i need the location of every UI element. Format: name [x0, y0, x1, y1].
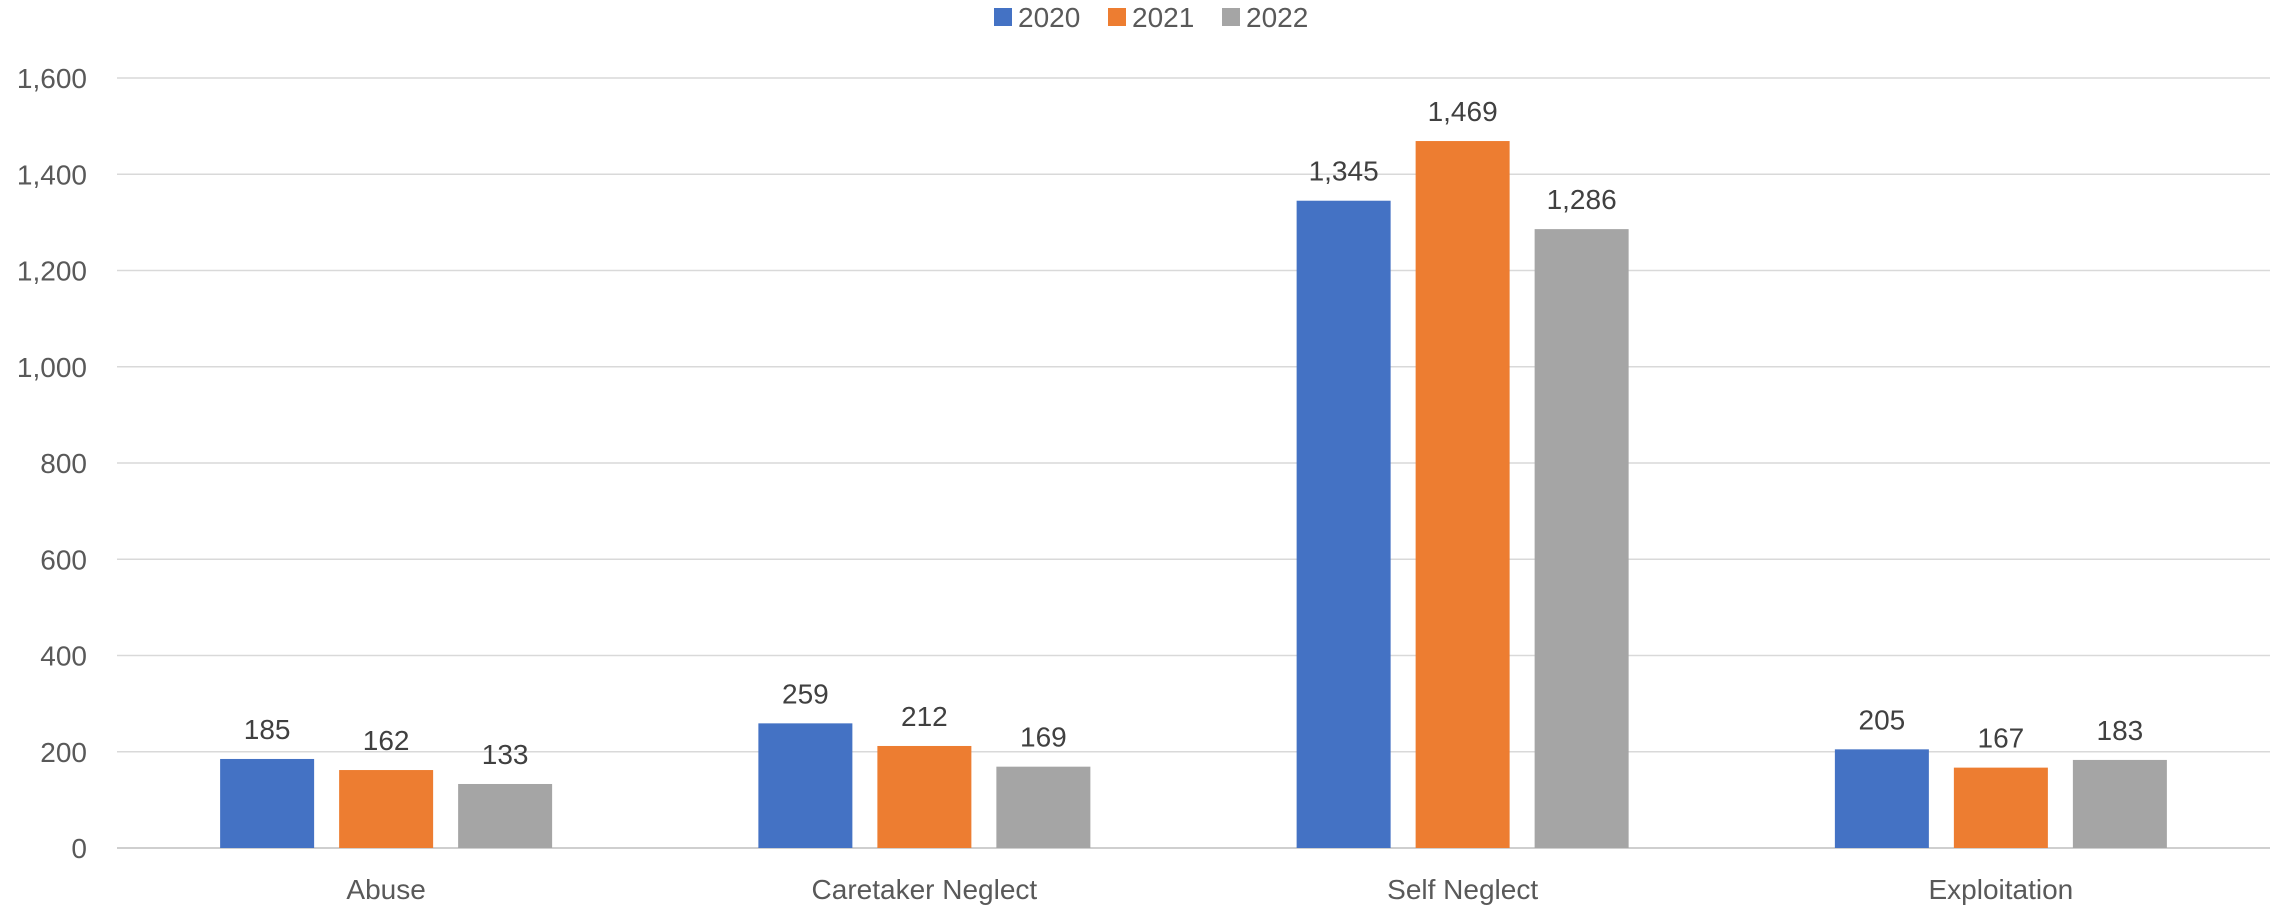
bar-2022-abuse [458, 783, 553, 848]
legend-label: 2022 [1246, 2, 1308, 33]
bar-2022-caretaker-neglect [996, 766, 1091, 848]
y-tick-label: 600 [40, 544, 87, 575]
y-axis-ticks: 0 200 400 600 800 1,000 1,200 1,400 1,600 [17, 63, 87, 864]
y-tick-label: 800 [40, 448, 87, 479]
legend-swatch [1222, 8, 1240, 26]
legend-item-2021: 2021 [1108, 2, 1194, 33]
y-tick-label: 200 [40, 737, 87, 768]
data-label: 183 [2097, 715, 2144, 746]
legend-swatch [994, 8, 1012, 26]
x-tick-label: Abuse [346, 874, 425, 905]
legend-label: 2021 [1132, 2, 1194, 33]
bar-2022-self-neglect [1534, 229, 1629, 849]
bar-2021-abuse [339, 770, 434, 848]
x-axis-labels: Abuse Caretaker Neglect Self Neglect Exploi… [346, 874, 2073, 905]
bar-2021-exploitation [1953, 767, 2048, 848]
y-tick-label: 1,000 [17, 352, 87, 383]
bar-2020-caretaker-neglect [758, 723, 853, 848]
x-tick-label: Exploitation [1928, 874, 2073, 905]
bar-2020-self-neglect [1296, 200, 1391, 848]
data-label: 133 [482, 739, 529, 770]
legend-item-2022: 2022 [1222, 2, 1308, 33]
y-tick-label: 0 [71, 833, 87, 864]
data-label: 259 [782, 678, 829, 709]
data-label: 1,345 [1309, 156, 1379, 187]
y-tick-label: 1,600 [17, 63, 87, 94]
gridlines [117, 77, 2270, 849]
bar-2021-caretaker-neglect [877, 745, 972, 848]
bar-2020-abuse [220, 758, 315, 848]
data-labels: 185 162 133 259 212 169 1,345 1,469 1,286 205 167 1… [244, 96, 2143, 770]
x-tick-label: Self Neglect [1387, 874, 1538, 905]
bars [220, 141, 2167, 849]
data-label: 167 [1978, 723, 2025, 754]
bar-2021-self-neglect [1415, 141, 1510, 848]
x-tick-label: Caretaker Neglect [812, 874, 1038, 905]
legend-label: 2020 [1018, 2, 1080, 33]
data-label: 1,469 [1428, 96, 1498, 127]
data-label: 1,286 [1547, 184, 1617, 215]
legend-swatch [1108, 8, 1126, 26]
data-label: 185 [244, 714, 291, 745]
bar-2022-exploitation [2072, 759, 2167, 848]
y-tick-label: 1,200 [17, 256, 87, 287]
legend-item-2020: 2020 [994, 2, 1080, 33]
data-label: 162 [363, 725, 410, 756]
data-label: 205 [1859, 704, 1906, 735]
data-label: 169 [1020, 722, 1067, 753]
y-tick-label: 400 [40, 641, 87, 672]
data-label: 212 [901, 701, 948, 732]
legend: 2020 2021 2022 [994, 2, 1308, 33]
bar-2020-exploitation [1834, 749, 1929, 848]
y-tick-label: 1,400 [17, 159, 87, 190]
